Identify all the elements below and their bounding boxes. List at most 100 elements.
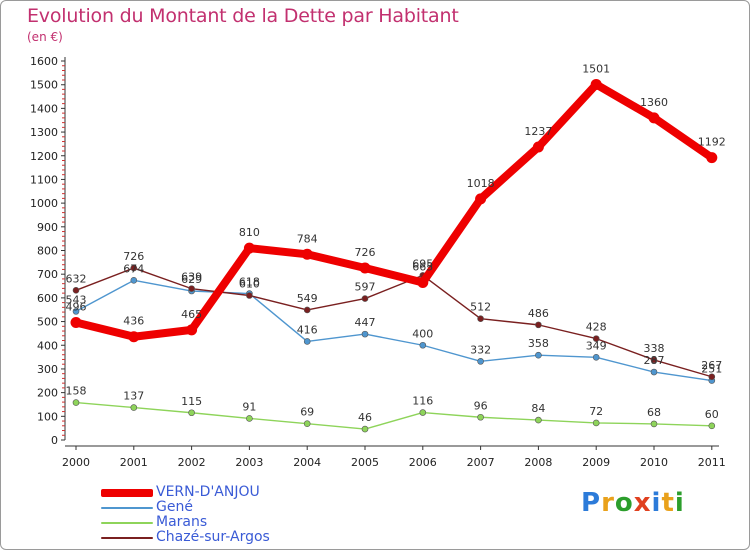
x-tick-label: 2007 [467, 456, 495, 469]
data-label: 629 [181, 273, 202, 286]
data-point [72, 308, 80, 315]
data-point [419, 409, 427, 416]
y-tick-label: 0 [51, 434, 58, 447]
x-tick-label: 2010 [640, 456, 668, 469]
data-point [706, 152, 718, 164]
logo-letter: r [601, 488, 615, 518]
data-label: 84 [531, 402, 545, 415]
data-point [592, 354, 600, 361]
data-label: 1237 [524, 125, 552, 138]
data-label: 784 [297, 232, 318, 245]
data-label: 665 [412, 260, 433, 273]
data-label: 68 [647, 406, 661, 419]
data-point [419, 341, 427, 349]
data-label: 115 [181, 395, 202, 408]
data-label: 543 [66, 293, 87, 306]
x-tick-label: 2009 [582, 456, 610, 469]
logo-letter: i [651, 488, 662, 518]
y-tick-label: 300 [37, 363, 58, 376]
logo-letter: x [633, 488, 652, 518]
data-point [301, 248, 313, 260]
data-point [72, 399, 80, 406]
x-tick-label: 2006 [409, 456, 437, 469]
data-point [72, 286, 80, 294]
y-tick-label: 1400 [30, 102, 58, 115]
x-tick-label: 2011 [698, 456, 726, 469]
data-label: 632 [66, 272, 87, 285]
data-label: 810 [239, 226, 260, 239]
data-point [535, 351, 542, 359]
legend-label: Gené [156, 499, 193, 515]
y-tick-label: 1500 [30, 79, 58, 92]
data-point [188, 285, 195, 292]
chart-subtitle: (en €) [27, 30, 63, 44]
series-line [72, 80, 716, 341]
data-point [532, 141, 544, 153]
data-label: 674 [123, 262, 144, 275]
data-label: 512 [470, 301, 491, 314]
y-tick-label: 1000 [30, 197, 58, 210]
data-label: 251 [701, 363, 722, 376]
data-label: 726 [123, 250, 144, 263]
data-label: 72 [589, 405, 603, 418]
data-label: 158 [66, 385, 87, 398]
data-point [303, 306, 311, 314]
proxiti-logo: Proxiti [581, 488, 685, 518]
x-tick-label: 2000 [62, 456, 90, 469]
data-label: 46 [358, 411, 372, 424]
data-label: 332 [470, 343, 491, 356]
data-label: 91 [242, 400, 256, 413]
series-line [75, 401, 713, 430]
data-label: 436 [123, 315, 144, 328]
legend-label: Chazé-sur-Argos [156, 529, 270, 545]
data-point [188, 409, 195, 417]
data-point [186, 324, 198, 336]
legend-swatch [101, 522, 153, 524]
legend-swatch [101, 537, 153, 539]
data-label: 428 [586, 321, 607, 334]
data-point [130, 264, 138, 272]
series-line [75, 267, 713, 378]
data-point [246, 415, 253, 422]
data-point [477, 358, 484, 365]
y-tick-label: 700 [37, 268, 58, 281]
chart-title: Evolution du Montant de la Dette par Hab… [27, 5, 459, 27]
data-label: 610 [239, 278, 260, 291]
legend-swatch [101, 507, 153, 509]
y-tick-label: 1100 [30, 173, 58, 186]
data-point [590, 78, 602, 90]
data-label: 447 [355, 316, 376, 329]
x-tick-label: 2004 [293, 456, 321, 469]
logo-letter: P [581, 488, 602, 518]
data-point [650, 420, 658, 428]
data-point [243, 242, 255, 254]
data-point [303, 338, 311, 345]
y-tick-label: 100 [37, 410, 58, 423]
data-point [130, 277, 138, 284]
data-point [128, 331, 140, 343]
data-label: 69 [300, 406, 314, 419]
data-point [130, 404, 138, 411]
series-line [75, 279, 713, 382]
data-point [650, 368, 658, 376]
data-point [361, 330, 369, 338]
data-label: 60 [705, 408, 719, 421]
data-label: 695 [412, 257, 433, 270]
data-point [650, 356, 658, 364]
y-tick-label: 500 [37, 316, 58, 329]
x-tick-label: 2005 [351, 456, 379, 469]
data-point [535, 321, 542, 329]
data-label: 1360 [640, 96, 668, 109]
x-tick-label: 2008 [524, 456, 552, 469]
y-tick-label: 1300 [30, 126, 58, 139]
data-point [477, 315, 484, 323]
data-point [708, 422, 716, 430]
data-point [303, 420, 311, 427]
data-label: 267 [701, 359, 722, 372]
logo-letter: o [614, 488, 634, 518]
logo-letter: t [661, 488, 675, 518]
data-label: 1501 [582, 62, 610, 75]
data-point [70, 317, 82, 329]
data-point [477, 413, 484, 421]
y-tick-label: 900 [37, 221, 58, 234]
